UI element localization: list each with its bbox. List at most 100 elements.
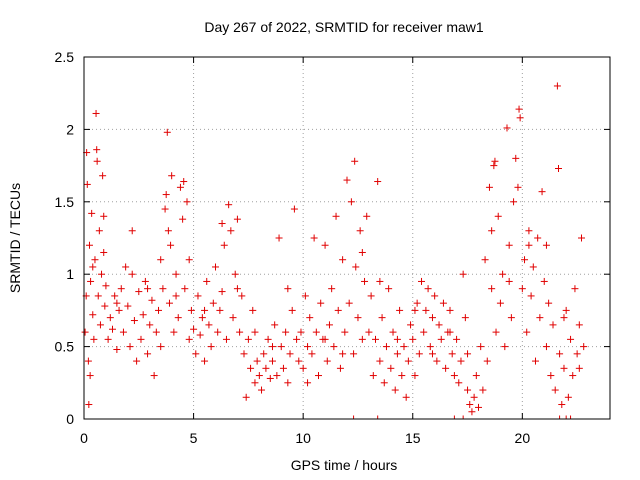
data-point — [437, 335, 445, 343]
data-point — [404, 357, 412, 365]
data-point — [378, 314, 386, 322]
data-point — [266, 374, 274, 382]
data-point — [155, 306, 163, 314]
data-point — [402, 393, 410, 401]
data-point — [295, 357, 303, 365]
data-point — [575, 364, 583, 372]
x-tick-label: 20 — [515, 430, 531, 446]
data-point — [88, 209, 96, 217]
data-point — [159, 285, 167, 293]
data-point — [350, 350, 358, 358]
data-point — [525, 241, 533, 249]
data-point — [351, 157, 359, 165]
data-point — [209, 299, 217, 307]
data-point — [420, 328, 428, 336]
data-point — [542, 241, 550, 249]
data-point — [148, 296, 156, 304]
data-point — [181, 285, 189, 293]
x-tick-label: 10 — [295, 430, 311, 446]
data-point — [168, 172, 176, 180]
data-point — [115, 306, 123, 314]
y-tick-label: 0 — [66, 411, 74, 427]
data-points — [81, 82, 588, 420]
data-point — [538, 188, 546, 196]
data-point — [418, 277, 426, 285]
data-point — [510, 198, 518, 206]
data-point — [157, 343, 165, 351]
y-tick-label: 1.5 — [55, 194, 75, 210]
data-point — [567, 335, 575, 343]
data-point — [545, 299, 553, 307]
data-point — [507, 314, 515, 322]
data-point — [180, 178, 188, 186]
data-point — [485, 183, 493, 191]
data-point — [94, 292, 102, 300]
data-point — [203, 277, 211, 285]
data-point — [212, 263, 219, 271]
data-point — [96, 321, 104, 329]
data-point — [564, 393, 572, 401]
data-point — [262, 364, 270, 372]
data-point — [573, 350, 581, 358]
data-point — [299, 364, 307, 372]
data-point — [455, 379, 463, 387]
x-axis-label: GPS time / hours — [291, 457, 398, 473]
data-point — [161, 205, 169, 213]
data-point — [85, 241, 93, 249]
data-point — [253, 357, 261, 365]
data-point — [135, 288, 143, 296]
data-point — [580, 343, 588, 351]
data-point — [284, 285, 292, 293]
data-point — [494, 212, 502, 220]
data-point — [117, 285, 125, 293]
data-point — [83, 180, 91, 188]
data-point — [571, 285, 579, 293]
data-point — [290, 205, 298, 213]
data-point — [363, 212, 371, 220]
data-point — [304, 379, 312, 387]
zero-value-point — [374, 415, 382, 420]
data-point — [491, 157, 499, 165]
data-point — [415, 350, 423, 358]
zero-value-point — [567, 415, 575, 420]
data-point — [442, 364, 450, 372]
data-point — [233, 215, 241, 223]
zero-value-point — [556, 415, 564, 420]
data-point — [479, 386, 487, 394]
data-point — [496, 299, 504, 307]
data-point — [325, 321, 333, 329]
data-point — [505, 241, 513, 249]
data-point — [165, 299, 173, 307]
data-point — [247, 364, 255, 372]
y-tick-label: 2.5 — [55, 49, 75, 65]
data-point — [286, 350, 294, 358]
data-point — [393, 350, 401, 358]
data-point — [515, 105, 523, 113]
data-point — [367, 292, 375, 300]
data-point — [185, 335, 193, 343]
data-point — [516, 114, 524, 122]
data-point — [488, 285, 496, 293]
data-point — [529, 263, 537, 271]
data-point — [470, 393, 478, 401]
data-point — [162, 191, 170, 199]
data-point — [556, 350, 564, 358]
data-point — [459, 270, 467, 278]
data-point — [317, 299, 325, 307]
data-point — [525, 227, 533, 235]
data-point — [141, 277, 149, 285]
data-point — [475, 403, 482, 411]
data-point — [277, 343, 285, 351]
data-point — [396, 306, 404, 314]
data-point — [358, 248, 366, 256]
y-axis-label: SRMTID / TECUs — [7, 183, 23, 293]
zero-value-point — [450, 415, 458, 420]
data-point — [514, 183, 522, 191]
data-point — [297, 328, 305, 336]
data-point — [126, 343, 134, 351]
data-point — [101, 302, 109, 310]
data-point — [483, 357, 491, 365]
data-point — [275, 234, 283, 242]
data-point — [542, 343, 550, 351]
data-point — [536, 314, 544, 322]
